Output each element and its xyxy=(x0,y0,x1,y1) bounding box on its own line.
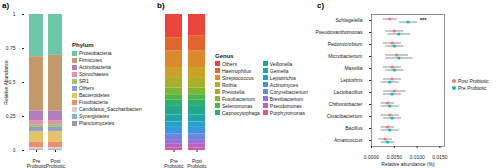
html-text:Others: Others xyxy=(222,60,237,67)
svg-text:Pedomicrobium: Pedomicrobium xyxy=(328,41,363,47)
svg-text:1: 1 xyxy=(13,11,16,17)
html-text:c): c) xyxy=(317,1,325,10)
html-text:Pre Probiotic: Pre Probiotic xyxy=(458,84,487,91)
html-text:Proteobacteria: Proteobacteria xyxy=(79,50,112,56)
html-text:Bacteroidetes: Bacteroidetes xyxy=(79,92,110,98)
html-text:Rothia: Rothia xyxy=(222,81,237,88)
html-text:Fusobacteria: Fusobacteria xyxy=(79,99,108,105)
html-text:Capnocytophaga: Capnocytophaga xyxy=(222,109,260,116)
svg-text:Relative abundance (%): Relative abundance (%) xyxy=(381,161,435,167)
svg-text:Chthoniobacter: Chthoniobacter xyxy=(329,101,363,107)
svg-text:0.75: 0.75 xyxy=(6,45,16,51)
svg-text:Leptothrix: Leptothrix xyxy=(341,77,363,83)
html-text:Leptotrichia: Leptotrichia xyxy=(269,74,296,81)
svg-text:Cloacibacterium: Cloacibacterium xyxy=(327,113,363,119)
html-text:Genus: Genus xyxy=(215,52,234,59)
svg-text:PostProbiotic: PostProbiotic xyxy=(46,158,66,168)
html-text:Synergistetes: Synergistetes xyxy=(79,113,110,119)
html-text:Phylum: Phylum xyxy=(72,42,94,48)
svg-text:Massilia: Massilia xyxy=(344,65,362,71)
html-text:Porphyromonas: Porphyromonas xyxy=(269,109,306,116)
html-text:Streptococcus: Streptococcus xyxy=(222,74,254,81)
svg-text:0.0000: 0.0000 xyxy=(364,154,380,160)
html-text:Others: Others xyxy=(79,85,94,91)
svg-text:Amaricoccus: Amaricoccus xyxy=(334,137,363,143)
html-text:Prevotella: Prevotella xyxy=(222,88,245,95)
html-text:a): a) xyxy=(2,1,10,10)
svg-text:PostProbiotic: PostProbiotic xyxy=(187,158,207,168)
svg-text:0.0100: 0.0100 xyxy=(409,154,425,160)
html-text:Pseudomonas: Pseudomonas xyxy=(269,102,302,109)
html-text:Post Probiotic: Post Probiotic xyxy=(458,77,489,84)
svg-text:Relative Abundance: Relative Abundance xyxy=(3,60,9,105)
svg-text:Lactobacillus: Lactobacillus xyxy=(334,89,363,95)
svg-text:PreProbiotic: PreProbiotic xyxy=(27,158,47,168)
html-text:Haemophilus: Haemophilus xyxy=(222,67,252,74)
svg-text:0.0150: 0.0150 xyxy=(432,154,448,160)
html-text:Selenomonas: Selenomonas xyxy=(222,102,253,109)
html-text:Planctomycetes: Planctomycetes xyxy=(79,120,115,126)
svg-text:0.5: 0.5 xyxy=(9,79,16,85)
html-text:b): b) xyxy=(157,1,165,10)
html-text:Firmicutes: Firmicutes xyxy=(79,57,103,63)
html-text:Actinobacteria: Actinobacteria xyxy=(79,64,111,70)
html-text:Fusobacterium: Fusobacterium xyxy=(222,95,256,102)
html-text:SR1: SR1 xyxy=(79,78,89,84)
html-text:Corynebacterium: Corynebacterium xyxy=(269,88,308,95)
html-text:Veillonella: Veillonella xyxy=(269,60,293,67)
svg-text:***: *** xyxy=(420,17,428,23)
svg-text:Microbacterium: Microbacterium xyxy=(328,53,362,59)
html-text:Candidatus_Saccharibacteri: Candidatus_Saccharibacteri xyxy=(79,106,142,112)
svg-text:Bacillus: Bacillus xyxy=(345,125,363,131)
svg-text:PreProbiotic: PreProbiotic xyxy=(164,158,184,168)
svg-text:0.0050: 0.0050 xyxy=(387,154,403,160)
html-text:Spirochaetes: Spirochaetes xyxy=(79,71,109,77)
svg-text:0: 0 xyxy=(13,147,16,153)
html-text:Actinomyces: Actinomyces xyxy=(269,81,299,88)
html-text:Gemella: Gemella xyxy=(269,67,289,74)
html-text:Brevibacterium: Brevibacterium xyxy=(269,95,304,102)
svg-text:Pseudoxanthomonas: Pseudoxanthomonas xyxy=(316,29,363,35)
svg-text:0.25: 0.25 xyxy=(6,113,16,119)
svg-text:Schlegelella: Schlegelella xyxy=(336,17,363,23)
